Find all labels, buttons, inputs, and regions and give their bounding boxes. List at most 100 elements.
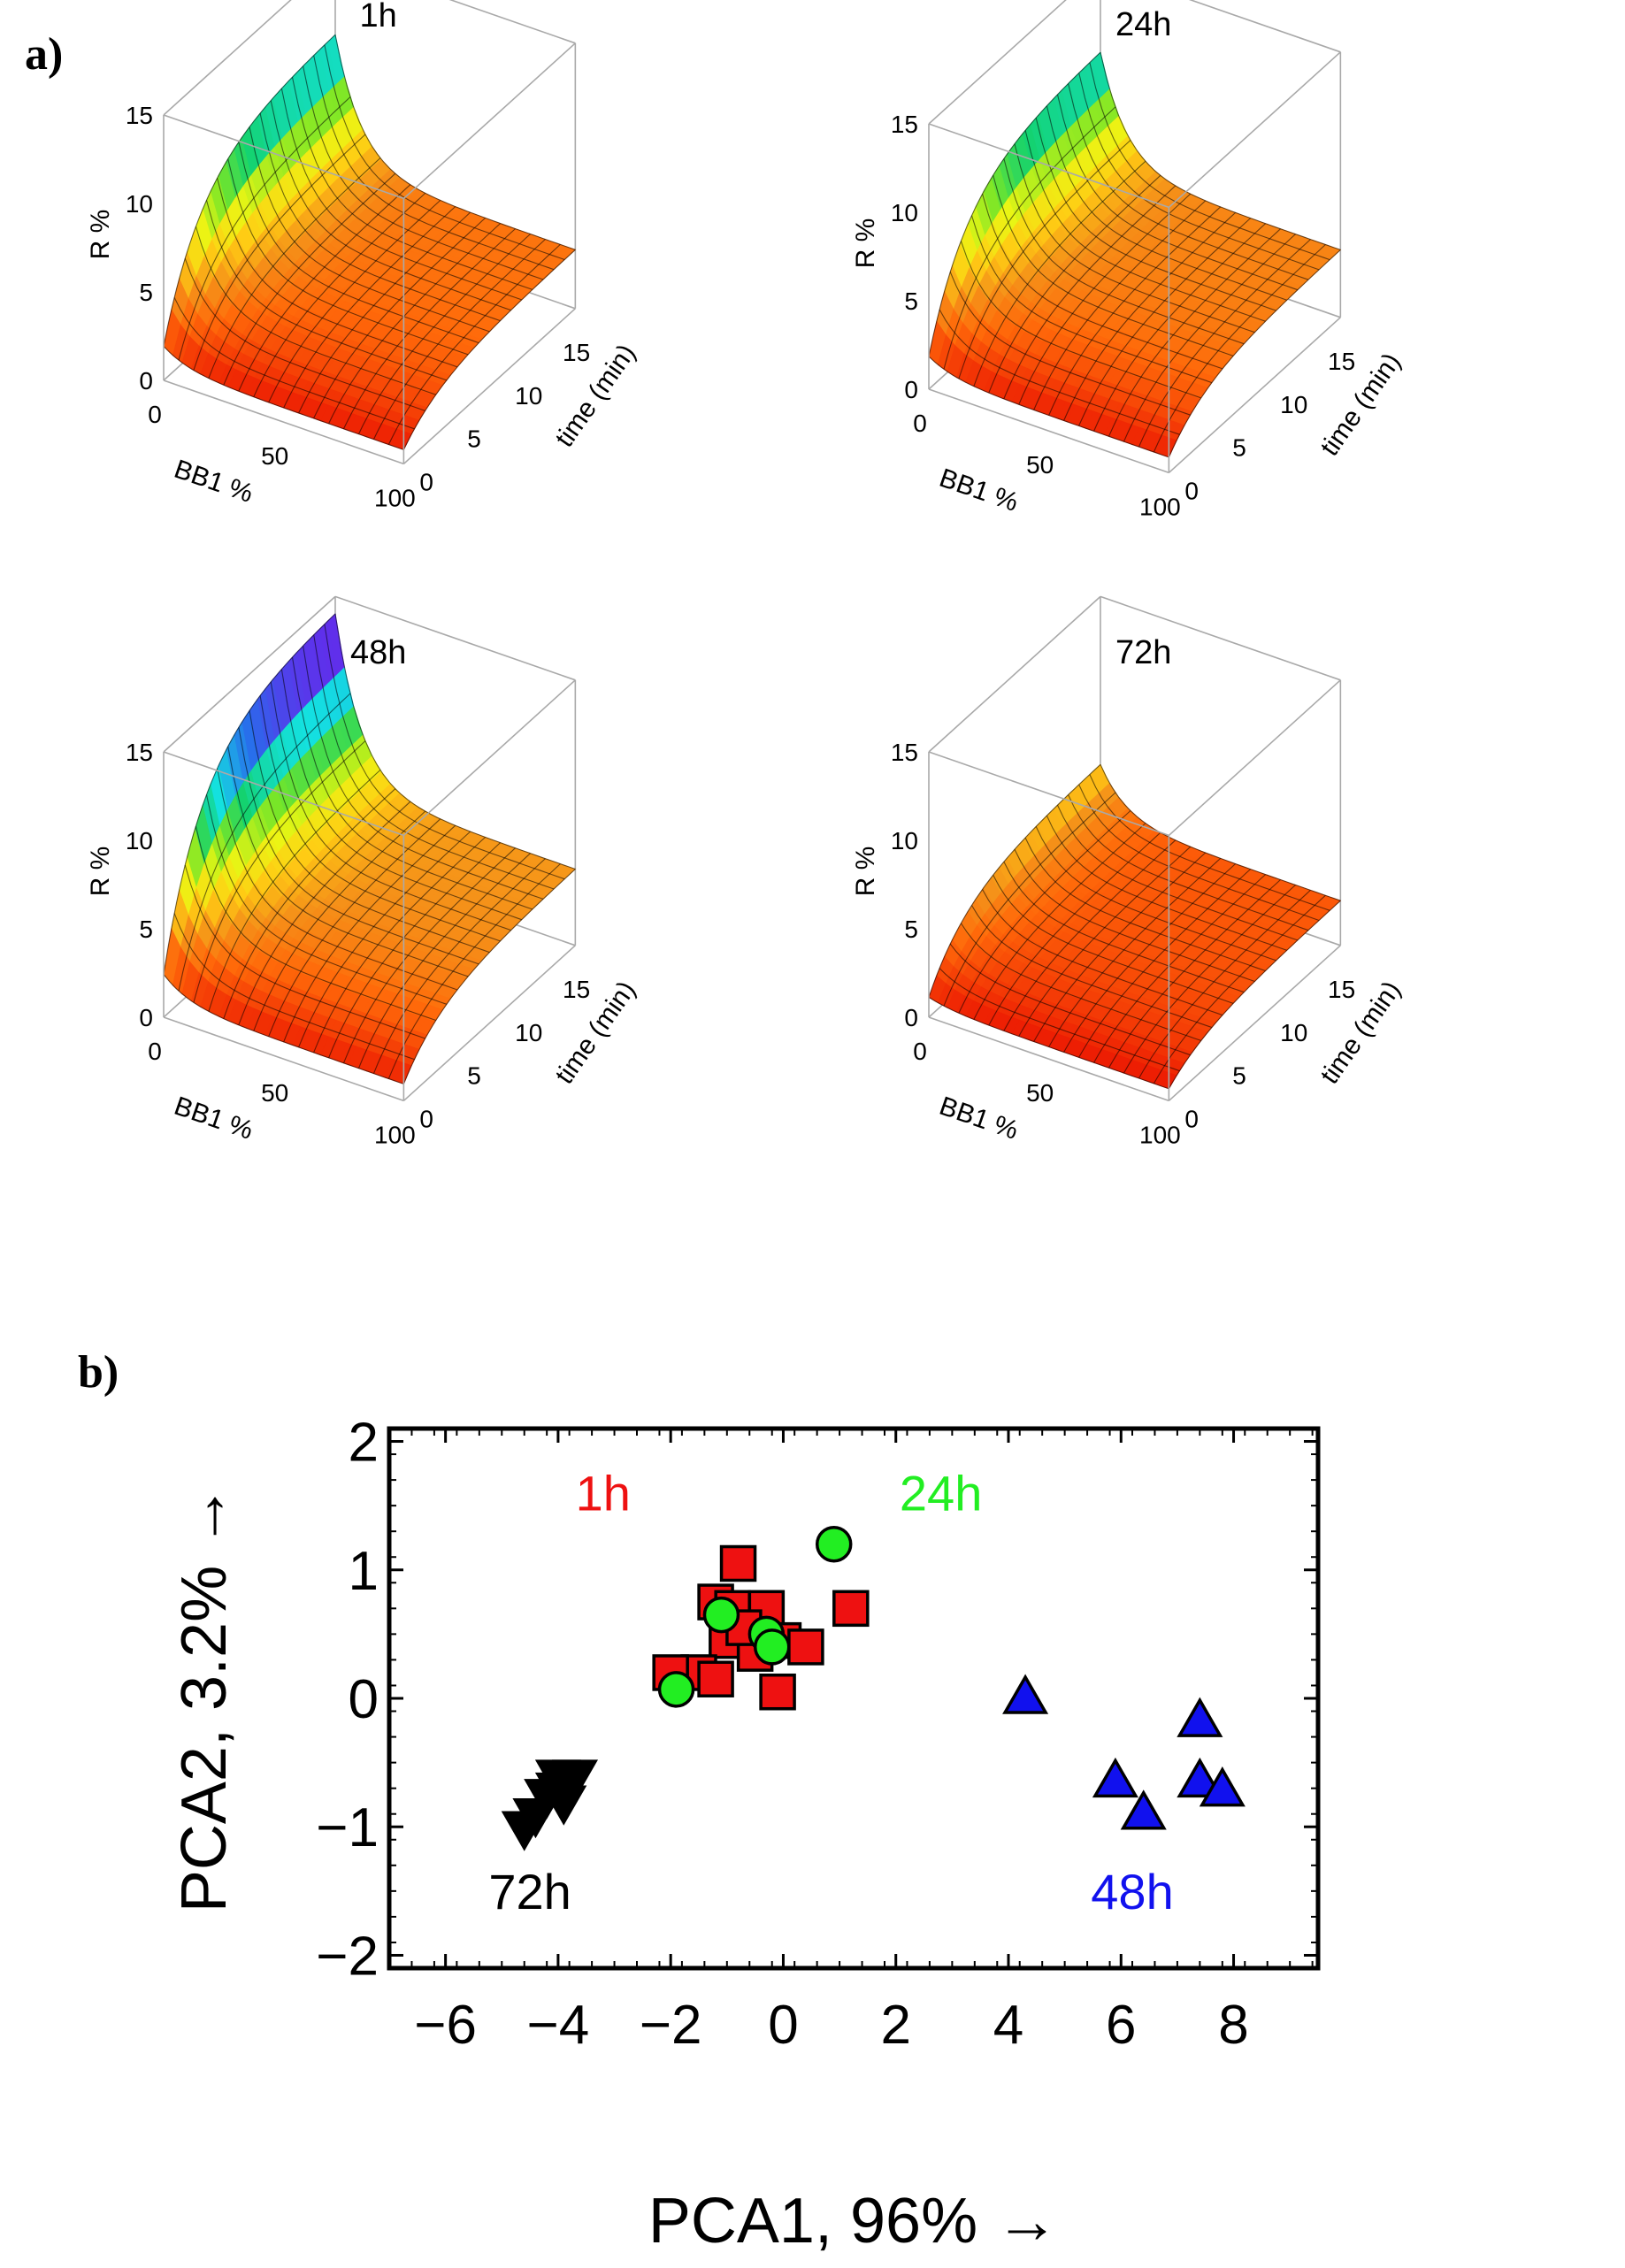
surface-gridline (1014, 143, 1255, 333)
y-tick-label: 10 (1280, 391, 1307, 418)
z-axis-label: R % (86, 847, 115, 897)
x-tick-label: 50 (261, 442, 288, 470)
box-edge-right-top (1168, 679, 1341, 837)
box-edge-front-top (928, 123, 1169, 209)
y-tick-label: 15 (1328, 976, 1355, 1003)
z-tick-label: 15 (126, 102, 153, 129)
pca-scatter-plot: −6 −4 −2 0 2 4 6 8 −2 −1 0 1 2 1h 24h 72h 48h PCA1, 96%… (169, 1413, 1321, 2257)
surface-gridline (1089, 62, 1330, 261)
x-axis-label: BB1 % (171, 1092, 257, 1145)
pca-axis-ticks: −6 −4 −2 0 2 4 6 8 −2 −1 0 1 2 (316, 1413, 1318, 2056)
surface-gridline (1068, 83, 1309, 280)
box-edge-front-top (163, 751, 404, 837)
point-24h (815, 1525, 853, 1563)
y-tick-label: 0 (1184, 477, 1199, 504)
x-tick-label: 0 (913, 410, 927, 437)
x-tick-label: 2 (880, 1995, 910, 2056)
group-label-72h: 72h (488, 1864, 571, 1919)
point-24h (702, 1596, 740, 1634)
surface-gridline (313, 55, 555, 271)
surface-gridline (249, 126, 490, 333)
surface-gridline (343, 228, 516, 430)
y-tick-label: 0 (1184, 1105, 1199, 1132)
surface-gridline (249, 710, 490, 954)
point-1h (697, 1660, 734, 1697)
surface-gridline (324, 44, 565, 261)
surface-gridline (324, 624, 565, 880)
point-72h (501, 1811, 548, 1851)
surface-title: 1h (360, 0, 397, 34)
surface-gridline (1078, 218, 1251, 426)
x-tick-label: −4 (527, 1995, 590, 2056)
surface-gridline (313, 837, 486, 1054)
x-tick-label: 100 (1139, 1121, 1181, 1148)
surface-gridline (334, 613, 576, 870)
surface-gridline (1108, 228, 1281, 437)
surface-gridline (1089, 774, 1330, 911)
surface-gridline (1024, 130, 1266, 322)
y-tick-label: 5 (1232, 1062, 1246, 1090)
y-tick-label: 10 (515, 1019, 542, 1046)
box-edge-left-top (163, 0, 292, 116)
surface-gridline (298, 831, 471, 1048)
point-48h (1002, 1674, 1049, 1714)
box-edge-left-top (928, 0, 1067, 125)
pca-group-labels: 1h 24h 72h 48h (488, 1466, 1173, 1919)
surface-gridline (328, 842, 501, 1059)
surface-gridline (1078, 73, 1320, 271)
surface-gridline (259, 695, 501, 942)
box-edge-front-top (928, 751, 1169, 837)
box-edge-right-top (1168, 51, 1341, 209)
surface-gridline (1035, 118, 1276, 311)
x-tick-label: 50 (1026, 451, 1054, 479)
point-1h (832, 1590, 870, 1628)
box-edge-right-bottom (402, 308, 576, 465)
z-tick-label: 0 (904, 376, 918, 403)
z-tick-label: 0 (904, 1004, 918, 1031)
y-tick-label: 0 (349, 1669, 379, 1730)
panel-a-label: a) (25, 29, 63, 80)
x-tick-label: −6 (414, 1995, 477, 2056)
x-tick-label: 50 (1026, 1079, 1054, 1107)
surface-gridline (357, 853, 531, 1069)
surface-gridline (291, 77, 533, 290)
x-tick-label: 50 (261, 1079, 288, 1107)
surface-gridline (291, 656, 533, 910)
surface-gridline (1100, 764, 1341, 901)
y-tick-label: 5 (467, 1062, 481, 1090)
surface-gridlines (163, 613, 576, 1084)
x-tick-label: 8 (1218, 1995, 1248, 2056)
y-tick-label: 5 (467, 425, 481, 453)
y-tick-label: 15 (1328, 348, 1355, 375)
surface-gridline (298, 211, 471, 414)
surface-gridlines (163, 34, 576, 450)
point-72h (534, 1772, 581, 1813)
surface-gridline (1153, 244, 1326, 453)
group-label-1h: 1h (576, 1466, 631, 1521)
x-tick-label: 6 (1106, 1995, 1136, 2056)
surface-gridline (1035, 826, 1276, 962)
surface-gridline (1063, 863, 1236, 1053)
box-edge-right-bottom (1168, 945, 1341, 1102)
surface-gridline (280, 669, 522, 921)
x-tick-label: 0 (768, 1995, 798, 2056)
z-tick-label: 5 (139, 916, 153, 943)
y-tick-label: 0 (419, 468, 433, 495)
surface-gridline (1108, 879, 1281, 1069)
box-edge-back-top (1100, 595, 1341, 681)
surface-gridline (313, 217, 486, 419)
y-tick-label: 5 (1232, 434, 1246, 462)
surface-mesh (928, 51, 1342, 458)
surface-gridline (1046, 815, 1287, 951)
surface-gridline (1068, 794, 1309, 931)
surface-mesh (928, 763, 1342, 1090)
surface-gridline (402, 869, 576, 1084)
pca-points (501, 1525, 1246, 1851)
surface-gridline (358, 234, 531, 434)
x-axis-label: BB1 % (171, 455, 257, 509)
box-edge-front-bottom (163, 1016, 404, 1102)
